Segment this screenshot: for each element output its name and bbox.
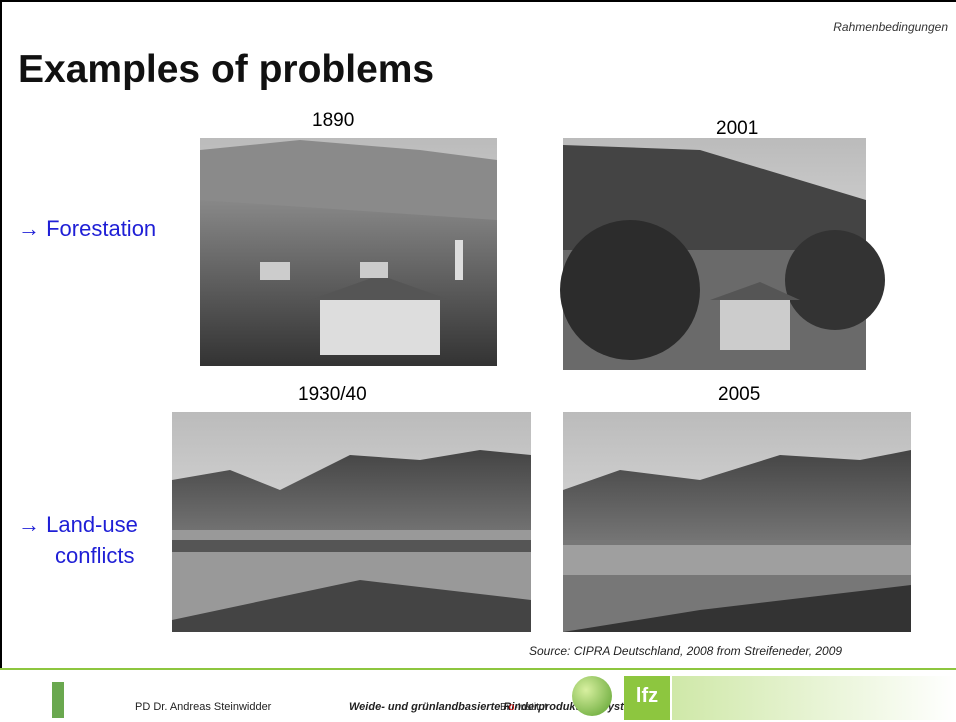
logo-lfz: lfz bbox=[624, 676, 670, 720]
photo-year: 1930/40 bbox=[298, 384, 367, 405]
logo-circle bbox=[572, 676, 612, 716]
footer-institute: Bio-Institut bbox=[500, 702, 547, 713]
frame-top bbox=[0, 0, 956, 2]
footer-author: PD Dr. Andreas Steinwidder bbox=[135, 701, 272, 713]
photo-year: 2001 bbox=[716, 118, 759, 139]
logo-l bbox=[52, 682, 64, 718]
frame-left bbox=[0, 0, 2, 668]
footer-project: Weide- und grünlandbasierte Rinderproduk… bbox=[349, 701, 646, 713]
institute-part: -Institut bbox=[514, 702, 548, 713]
section-label: Rahmenbedingungen bbox=[833, 20, 948, 34]
row-label: → Land-use bbox=[18, 512, 138, 537]
row-label: → Forestation bbox=[18, 216, 157, 241]
photo-year: 1890 bbox=[312, 110, 355, 131]
institute-part: Bi bbox=[500, 702, 509, 713]
photo-2001 bbox=[560, 138, 885, 370]
photo-2005 bbox=[563, 412, 911, 632]
photo-year: 2005 bbox=[718, 384, 761, 405]
logo-bar bbox=[672, 676, 956, 720]
row-label: conflicts bbox=[55, 543, 135, 568]
photo-1890 bbox=[200, 138, 497, 366]
source-note: Source: CIPRA Deutschland, 2008 from Str… bbox=[529, 644, 843, 658]
slide-title: Examples of problems bbox=[18, 48, 435, 91]
footer-rule bbox=[0, 668, 956, 670]
institute-part: o bbox=[508, 702, 515, 713]
photo-1930-40 bbox=[172, 412, 531, 632]
